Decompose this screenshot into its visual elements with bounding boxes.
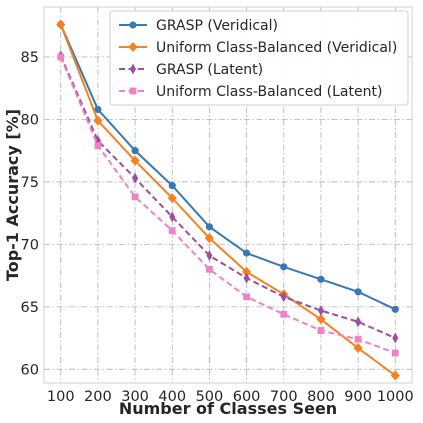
data-point <box>205 223 214 231</box>
y-tick-label: 65 <box>21 300 39 316</box>
data-point <box>206 250 213 261</box>
series-line <box>59 24 396 377</box>
legend-label: GRASP (Veridical) <box>156 18 278 34</box>
data-point <box>130 155 140 166</box>
data-point <box>241 266 252 277</box>
data-point <box>280 263 288 271</box>
x-tick-label: 200 <box>84 389 112 405</box>
x-tick-label: 500 <box>196 389 224 405</box>
y-tick-label: 85 <box>21 50 39 66</box>
data-point <box>355 316 362 328</box>
data-point <box>280 291 287 303</box>
x-axis-ticks: 100 200 300 400 500 600 700 800 900 1000 <box>47 389 414 405</box>
legend-marker <box>129 87 137 95</box>
data-point <box>242 249 251 257</box>
data-point <box>354 335 362 343</box>
series-line <box>59 24 396 311</box>
data-point <box>56 19 66 30</box>
y-axis-ticks: 60 65 70 75 80 85 <box>21 50 39 378</box>
legend-marker <box>130 63 136 75</box>
data-point <box>243 293 250 301</box>
x-tick-label: 300 <box>121 389 149 405</box>
data-point <box>317 327 325 334</box>
data-point <box>131 193 139 201</box>
data-point <box>93 115 103 126</box>
legend-item: GRASP (Latent) <box>119 62 263 78</box>
data-point <box>131 147 139 155</box>
data-point <box>168 182 176 190</box>
data-point <box>316 314 326 325</box>
series-line <box>59 55 396 339</box>
plot-frame <box>43 6 413 384</box>
x-tick-label: 700 <box>270 389 298 405</box>
x-tick-label: 800 <box>307 389 335 405</box>
legend-item: GRASP (Veridical) <box>119 18 278 34</box>
legend-marker <box>129 21 137 29</box>
series-1 <box>57 20 399 313</box>
data-point <box>132 172 139 184</box>
legend-marker <box>128 42 138 52</box>
x-axis-label: Number of Classes Seen <box>119 399 337 418</box>
data-point <box>354 288 362 296</box>
y-tick-label: 75 <box>21 175 39 191</box>
data-point <box>317 275 325 283</box>
data-point <box>392 332 399 344</box>
data-point <box>57 53 65 61</box>
data-point <box>206 265 213 273</box>
y-axis-label: Top-1 Accuracy [%] <box>3 109 22 281</box>
x-tick-label: 900 <box>344 389 372 405</box>
data-point <box>390 370 400 381</box>
data-point <box>353 343 363 354</box>
data-point <box>280 310 288 318</box>
y-tick-label: 80 <box>21 112 39 128</box>
x-tick-label: 100 <box>47 389 75 405</box>
legend-label: Uniform Class-Balanced (Veridical) <box>156 40 397 56</box>
data-point <box>94 142 102 150</box>
x-tick-label: 1000 <box>377 389 414 405</box>
legend-label: GRASP (Latent) <box>156 62 263 78</box>
series-2 <box>56 19 400 381</box>
series-layer <box>56 19 400 381</box>
y-tick-label: 60 <box>21 362 39 378</box>
legend: GRASP (Veridical) Uniform Class-Balanced … <box>109 10 409 106</box>
data-point <box>169 211 176 223</box>
data-point <box>168 227 176 235</box>
y-tick-label: 70 <box>21 237 39 253</box>
series-line <box>59 56 396 354</box>
legend-label: Uniform Class-Balanced (Latent) <box>156 84 382 100</box>
x-tick-label: 400 <box>158 389 186 405</box>
legend-item: Uniform Class-Balanced (Veridical) <box>119 40 397 56</box>
series-4 <box>57 53 399 357</box>
data-point <box>204 233 215 244</box>
data-point <box>391 305 399 313</box>
data-point <box>94 105 102 114</box>
data-point <box>317 305 324 316</box>
legend-item: Uniform Class-Balanced (Latent) <box>119 84 382 100</box>
data-point <box>243 272 250 284</box>
x-tick-label: 600 <box>233 389 261 405</box>
data-point <box>167 193 177 204</box>
data-point <box>391 349 399 357</box>
legend-box <box>109 10 409 106</box>
